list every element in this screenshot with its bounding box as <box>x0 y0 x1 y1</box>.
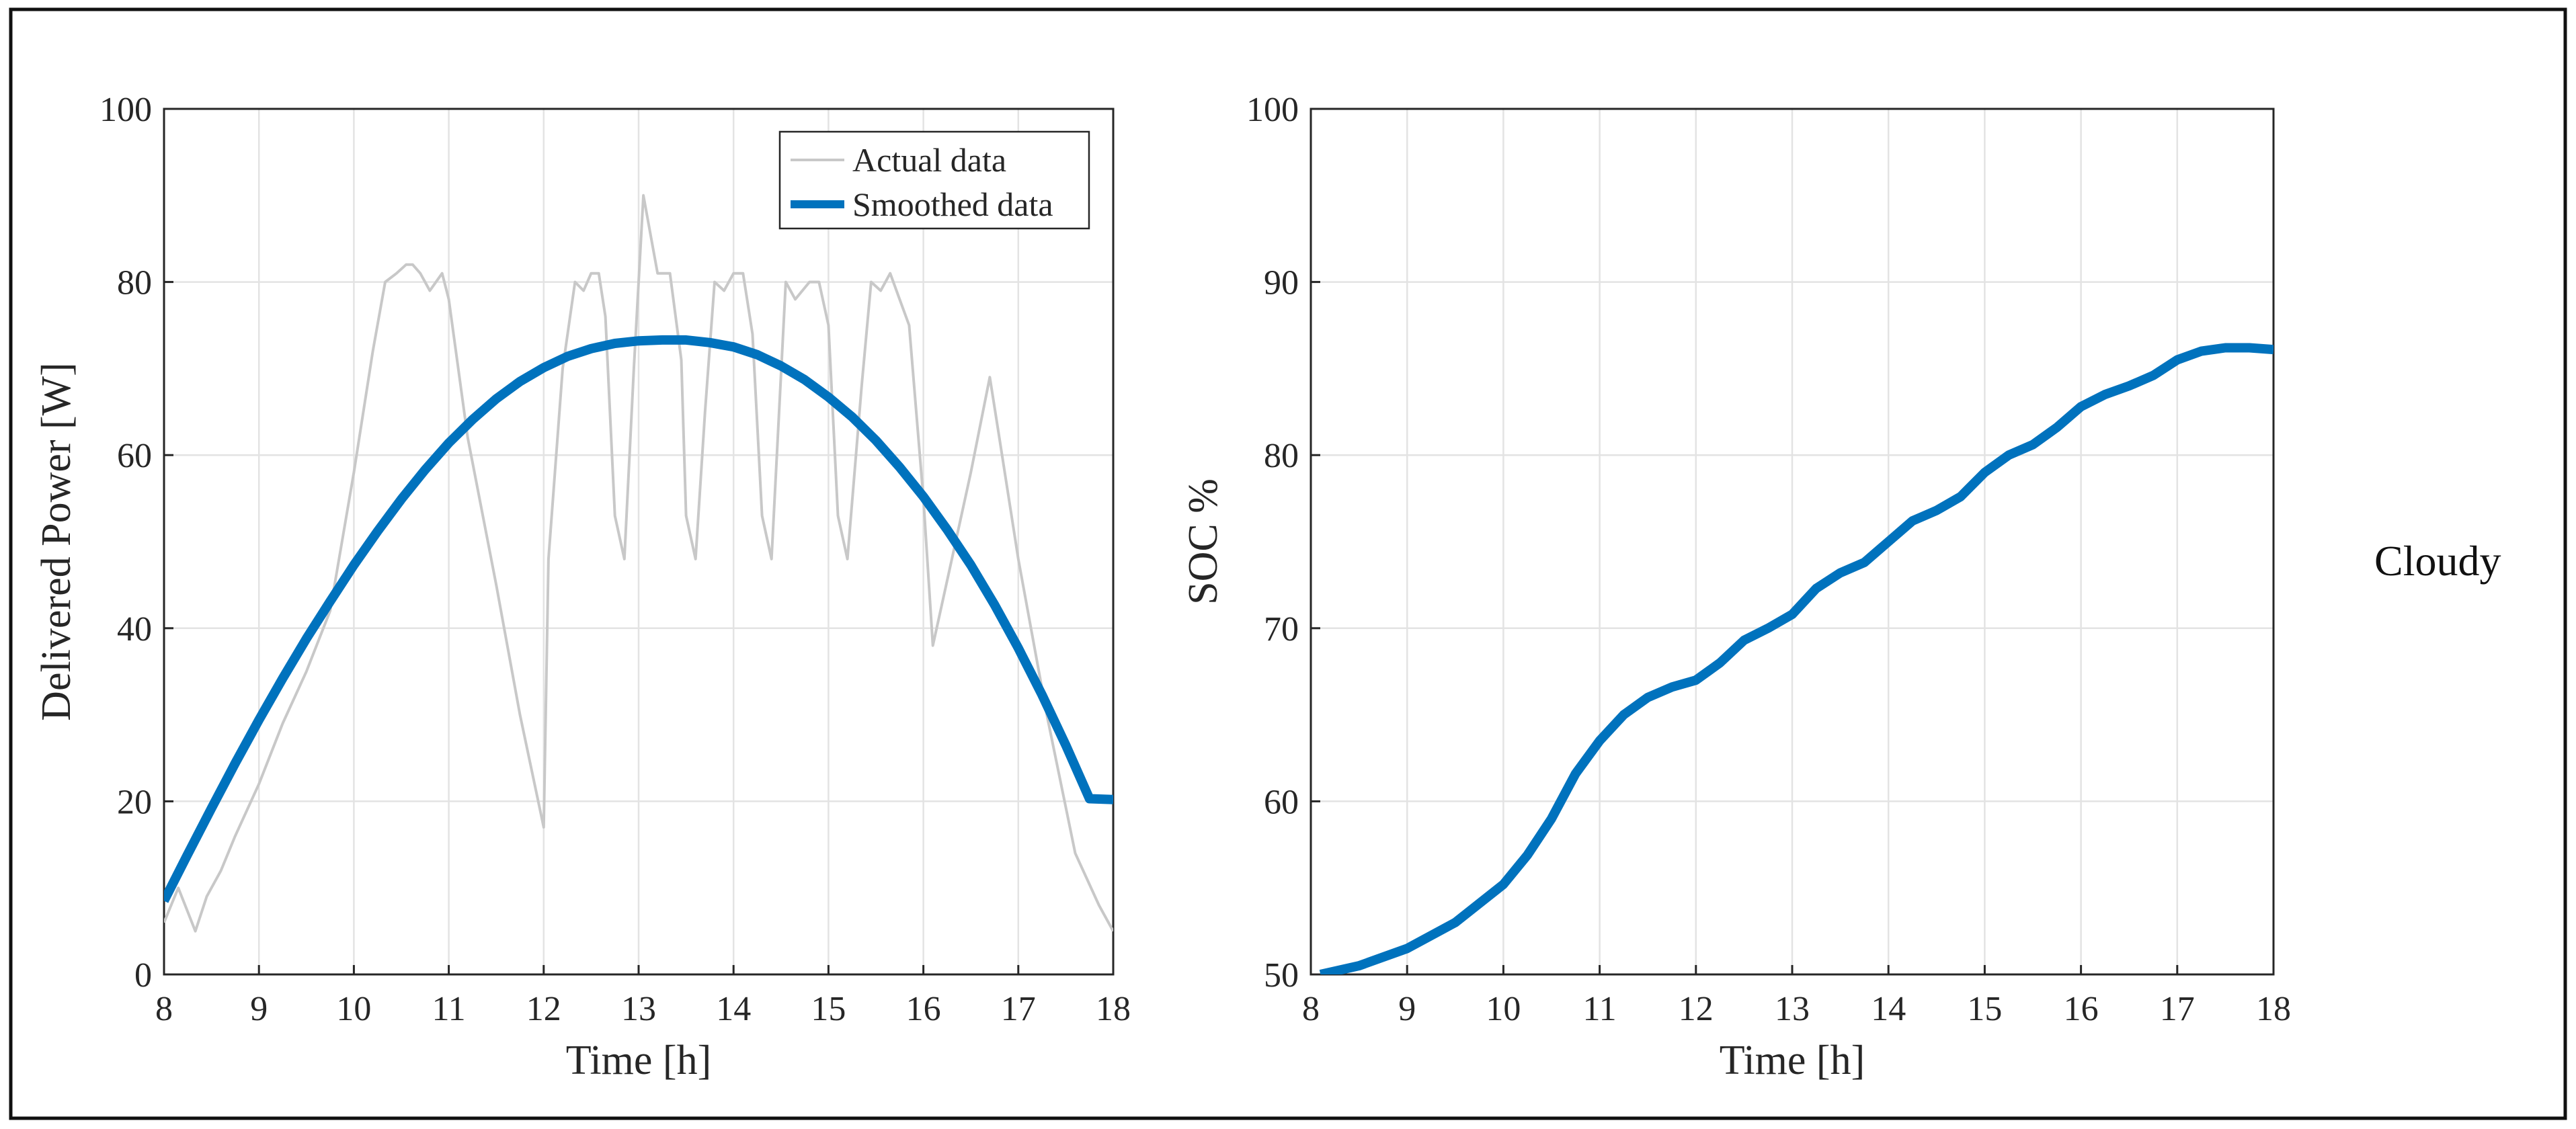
x-tick-label: 8 <box>1302 990 1320 1028</box>
y-tick-label: 90 <box>1264 264 1299 302</box>
condition-label: Cloudy <box>2374 537 2501 585</box>
x-tick-label: 15 <box>1967 990 2002 1028</box>
axes-frame <box>1310 108 2275 976</box>
legend-label: Actual data <box>852 141 1006 179</box>
smoothed-data-line <box>164 335 1113 903</box>
x-tick-label: 12 <box>1679 990 1714 1028</box>
x-tick-label: 13 <box>1775 990 1810 1028</box>
y-tick-label: 40 <box>117 610 152 649</box>
y-tick-label: 80 <box>117 264 152 302</box>
x-tick-label: 10 <box>336 990 371 1028</box>
soc-line <box>1319 343 2273 974</box>
y-tick-label: 0 <box>134 956 152 995</box>
x-tick-label: 17 <box>1001 990 1036 1028</box>
x-tick-label: 9 <box>250 990 268 1028</box>
x-tick-label: 14 <box>716 990 751 1028</box>
series-group <box>1319 343 2273 974</box>
x-tick-label: 11 <box>432 990 466 1028</box>
x-axis-label: Time [h] <box>1720 1038 1865 1083</box>
x-tick-label: 8 <box>155 990 173 1028</box>
y-tick-label: 70 <box>1264 610 1299 649</box>
x-tick-label: 18 <box>2256 990 2291 1028</box>
y-axis-label: SOC % <box>1180 478 1226 605</box>
y-axis-label: Delivered Power [W] <box>34 362 79 721</box>
x-tick-label: 16 <box>906 990 941 1028</box>
x-tick-label: 16 <box>2064 990 2099 1028</box>
y-tick-label: 50 <box>1264 956 1299 995</box>
y-tick-label: 60 <box>1264 783 1299 821</box>
legend-box <box>778 130 1090 230</box>
x-tick-label: 17 <box>2160 990 2195 1028</box>
y-tick-label: 80 <box>1264 437 1299 475</box>
x-tick-label: 9 <box>1398 990 1416 1028</box>
x-tick-label: 13 <box>621 990 656 1028</box>
x-tick-label: 12 <box>526 990 561 1028</box>
x-tick-label: 11 <box>1583 990 1617 1028</box>
legend-label: Smoothed data <box>852 185 1053 223</box>
x-tick-label: 10 <box>1486 990 1521 1028</box>
series-group <box>164 194 1113 933</box>
soc-chart: 8 9 10 11 12 13 14 15 16 17 18 50 60 70 80 90 100 Time [h… <box>1180 91 2291 1083</box>
y-tick-label: 60 <box>117 437 152 475</box>
x-axis-label: Time [h] <box>566 1038 711 1083</box>
power-chart: 8 9 10 11 12 13 14 15 16 17 18 0 20 40 60 80 100 Time [h]… <box>34 91 1131 1083</box>
y-tick-label: 100 <box>99 91 152 129</box>
x-tick-label: 14 <box>1871 990 1906 1028</box>
y-tick-label: 100 <box>1246 91 1299 129</box>
axes-frame <box>163 108 1115 976</box>
x-tick-label: 18 <box>1096 990 1131 1028</box>
actual-data-line <box>164 194 1113 933</box>
y-tick-label: 20 <box>117 783 152 821</box>
figure-border <box>9 7 2567 1120</box>
x-tick-label: 15 <box>811 990 846 1028</box>
